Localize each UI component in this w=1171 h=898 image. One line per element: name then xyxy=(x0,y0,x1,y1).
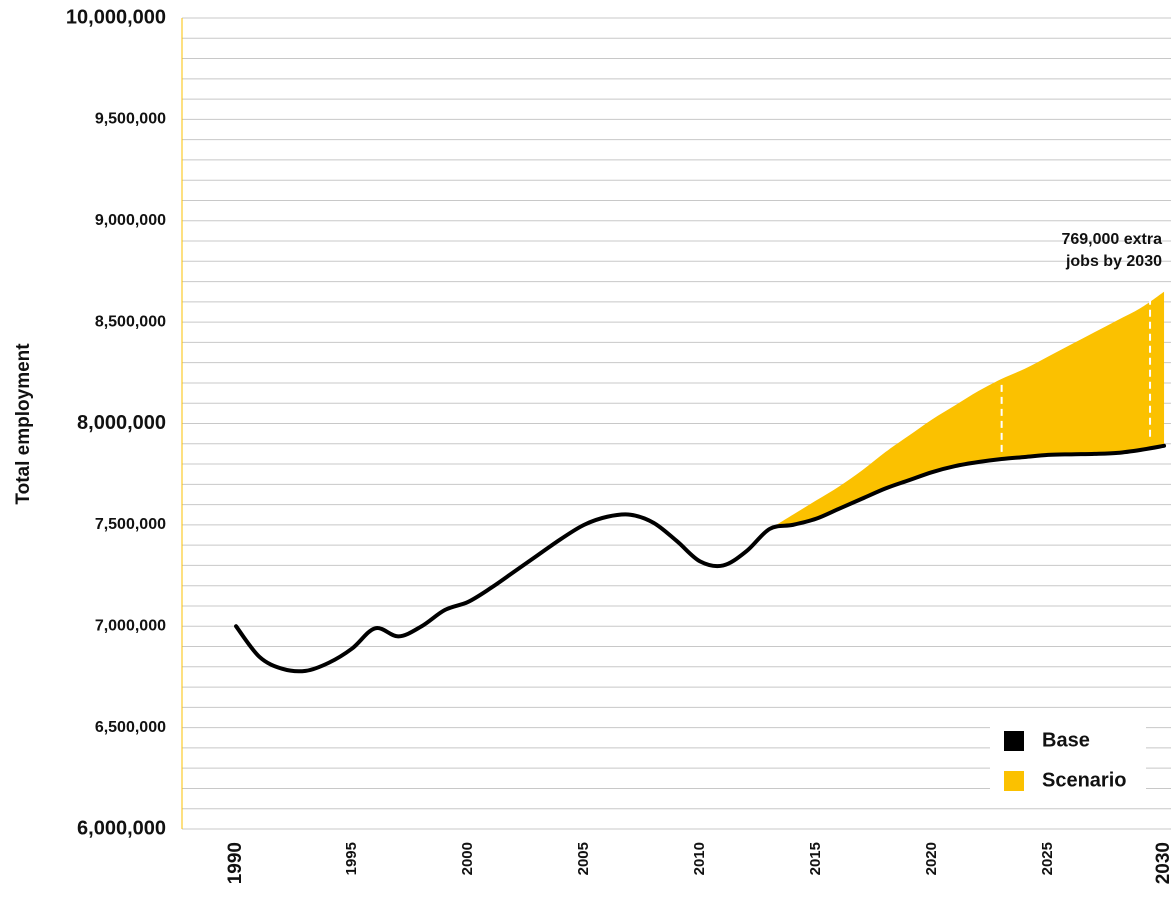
legend-label: Scenario xyxy=(1042,769,1126,791)
annotation: 769,000 extra xyxy=(1061,231,1162,248)
x-tick-label: 2015 xyxy=(807,842,824,875)
base-line xyxy=(234,443,1167,674)
y-tick-label: 9,500,000 xyxy=(95,111,166,128)
y-tick-label: 8,000,000 xyxy=(77,412,166,434)
legend: Base Scenario xyxy=(990,722,1146,798)
y-tick-label: 7,500,000 xyxy=(95,516,166,533)
legend-swatch xyxy=(1004,771,1024,791)
y-tick-label: 6,500,000 xyxy=(95,719,166,736)
y-axis-label: Total employment xyxy=(13,343,34,505)
y-tick-label: 8,500,000 xyxy=(95,313,166,330)
scenario-area xyxy=(769,291,1165,529)
x-tick-label: 1990 xyxy=(225,842,246,884)
x-tick-label: 2010 xyxy=(691,842,708,875)
x-tick-label: 1995 xyxy=(343,842,360,875)
x-tick-label: 2025 xyxy=(1039,842,1056,875)
y-tick-label: 9,000,000 xyxy=(95,212,166,229)
y-tick-label: 10,000,000 xyxy=(66,6,166,28)
y-tick-label: 6,000,000 xyxy=(77,817,166,839)
x-tick-label: 2030 xyxy=(1153,842,1171,884)
x-tick-label: 2000 xyxy=(459,842,476,875)
legend-swatch xyxy=(1004,731,1024,751)
legend-label: Base xyxy=(1042,729,1090,751)
x-tick-label: 2020 xyxy=(923,842,940,875)
x-tick-label: 2005 xyxy=(575,842,592,875)
annotation: jobs by 2030 xyxy=(1065,253,1162,270)
y-tick-label: 7,000,000 xyxy=(95,617,166,634)
